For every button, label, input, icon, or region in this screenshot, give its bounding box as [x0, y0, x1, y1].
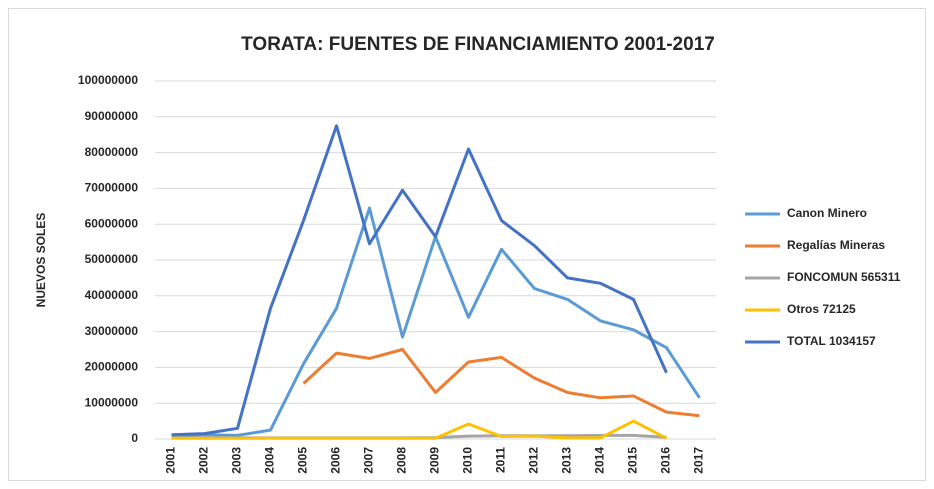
x-tick-label: 2009: [428, 447, 442, 474]
series-line: [171, 124, 668, 437]
x-tick-label: 2007: [362, 447, 376, 474]
legend-label: TOTAL 1034157: [787, 334, 876, 348]
y-tick-label: 40000000: [85, 288, 139, 302]
chart-title: TORATA: FUENTES DE FINANCIAMIENTO 2001-2…: [241, 34, 715, 55]
legend-label: Regalías Mineras: [787, 238, 885, 252]
x-tick-label: 2016: [659, 447, 673, 474]
x-tick-label: 2002: [197, 447, 211, 474]
x-tick-label: 2005: [296, 447, 310, 474]
y-tick-label: 90000000: [85, 109, 139, 123]
legend-label: Canon Minero: [787, 206, 867, 220]
y-tick-label: 50000000: [85, 252, 139, 266]
x-tick-label: 2011: [494, 447, 508, 473]
x-tick-label: 2004: [263, 447, 277, 474]
x-tick-label: 2006: [329, 447, 343, 474]
y-tick-label: 70000000: [85, 181, 139, 195]
legend-label: Otros 72125: [787, 302, 856, 316]
y-tick-label: 10000000: [85, 395, 139, 409]
y-tick-label: 80000000: [85, 145, 139, 159]
x-tick-label: 2003: [230, 447, 244, 474]
y-tick-label: 100000000: [78, 73, 138, 87]
x-tick-label: 2012: [527, 447, 541, 474]
x-tick-label: 2001: [164, 447, 178, 474]
series-line: [302, 348, 700, 418]
x-tick-label: 2015: [626, 447, 640, 474]
y-tick-label: 30000000: [85, 324, 139, 338]
x-tick-label: 2013: [560, 447, 574, 474]
legend-label: FONCOMUN 565311: [787, 270, 901, 284]
y-tick-label: 0: [131, 431, 138, 445]
y-tick-label: 60000000: [85, 216, 139, 230]
x-tick-label: 2008: [395, 447, 409, 474]
y-axis-title: NUEVOS SOLES: [34, 213, 48, 308]
x-tick-label: 2017: [692, 447, 706, 474]
x-tick-label: 2014: [593, 447, 607, 474]
y-tick-label: 20000000: [85, 360, 139, 374]
x-tick-label: 2010: [461, 447, 475, 474]
series-line: [171, 419, 668, 440]
